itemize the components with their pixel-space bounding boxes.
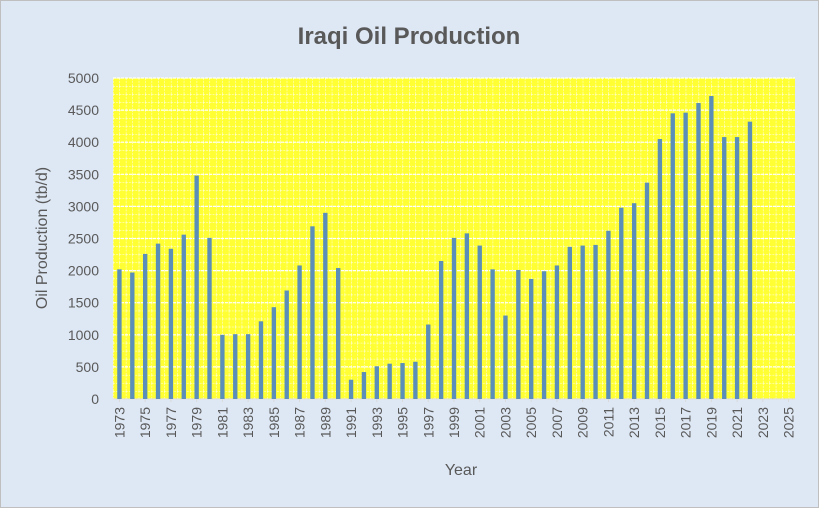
bar — [297, 265, 302, 399]
bar — [657, 138, 663, 400]
bar — [619, 207, 624, 399]
x-tick-label: 2007 — [549, 407, 565, 438]
y-tick-label: 4000 — [68, 134, 99, 150]
x-tick-label: 1991 — [343, 407, 359, 438]
bar — [194, 175, 199, 399]
y-tick-label: 0 — [91, 391, 99, 407]
bar — [426, 324, 431, 399]
bar — [258, 321, 264, 399]
bar — [696, 103, 701, 400]
bar — [606, 230, 611, 399]
bar — [387, 363, 392, 399]
bar — [490, 269, 495, 399]
x-axis-label: Year — [445, 462, 478, 479]
y-tick-label: 5000 — [68, 70, 99, 86]
bar — [438, 260, 444, 399]
x-tick-label: 2013 — [626, 407, 642, 438]
x-tick-label: 1995 — [395, 407, 411, 438]
bar — [374, 366, 379, 399]
y-tick-label: 1500 — [68, 295, 99, 311]
y-tick-label: 500 — [76, 359, 100, 375]
x-tick-label: 2019 — [703, 407, 719, 438]
bar — [683, 112, 688, 399]
bar — [516, 269, 521, 399]
x-tick-label: 1997 — [420, 407, 436, 438]
x-tick-label: 2023 — [755, 407, 771, 438]
bar — [155, 243, 161, 399]
x-tick-label: 2025 — [781, 407, 797, 438]
bar — [245, 334, 251, 399]
bar — [709, 95, 714, 399]
bar — [117, 269, 122, 399]
x-tick-label: 1979 — [189, 407, 205, 438]
bar — [722, 137, 727, 399]
x-tick-label: 1977 — [163, 407, 179, 438]
bar — [567, 246, 572, 399]
bar — [529, 278, 534, 399]
bar — [271, 307, 277, 399]
x-tick-label: 2001 — [472, 407, 488, 438]
bar — [181, 234, 186, 399]
bar — [631, 203, 637, 399]
bar — [670, 113, 675, 399]
x-tick-label: 2017 — [678, 407, 694, 438]
y-axis-label: Oil Production (tb/d) — [34, 167, 51, 309]
x-tick-label: 2015 — [652, 407, 668, 438]
y-tick-label: 2500 — [68, 231, 99, 247]
bar — [593, 244, 598, 399]
y-tick-label: 3500 — [68, 166, 99, 182]
x-tick-label: 2009 — [575, 407, 591, 438]
bar — [168, 248, 174, 399]
y-tick-label: 4500 — [68, 102, 99, 118]
chart-title: Iraqi Oil Production — [298, 23, 521, 50]
bar — [580, 245, 585, 399]
bar — [413, 361, 418, 399]
bar — [554, 265, 560, 399]
bar — [130, 272, 135, 399]
x-tick-label: 1981 — [214, 407, 230, 438]
x-tick-label: 1983 — [240, 407, 256, 438]
bar — [142, 253, 148, 399]
y-tick-label: 3000 — [68, 198, 99, 214]
x-tick-label: 2011 — [600, 407, 616, 437]
bar — [747, 121, 753, 399]
x-tick-label: 1993 — [369, 407, 385, 438]
bar — [400, 363, 405, 399]
x-tick-label: 1985 — [266, 407, 282, 438]
bar — [336, 268, 341, 399]
bar — [207, 237, 212, 399]
x-tick-label: 1975 — [137, 407, 153, 438]
x-tick-label: 1989 — [317, 407, 333, 438]
bar — [541, 271, 547, 399]
bar — [284, 290, 289, 399]
bar — [233, 334, 238, 399]
y-tick-label: 2000 — [68, 263, 99, 279]
bar — [734, 137, 740, 399]
bar — [644, 182, 650, 399]
bar — [477, 245, 482, 399]
bar — [503, 315, 508, 399]
x-tick-label: 2021 — [729, 407, 745, 438]
bar — [464, 233, 470, 399]
bar — [348, 379, 354, 399]
x-tick-label: 1999 — [446, 407, 462, 438]
bar — [220, 334, 225, 399]
x-tick-label: 2003 — [497, 407, 513, 438]
x-tick-label: 1973 — [111, 407, 127, 438]
bar — [310, 226, 315, 399]
y-tick-label: 1000 — [68, 327, 99, 343]
bar — [451, 237, 457, 399]
bar — [323, 212, 328, 399]
x-tick-label: 2005 — [523, 407, 539, 438]
x-tick-label: 1987 — [292, 407, 308, 438]
bar — [361, 372, 367, 399]
